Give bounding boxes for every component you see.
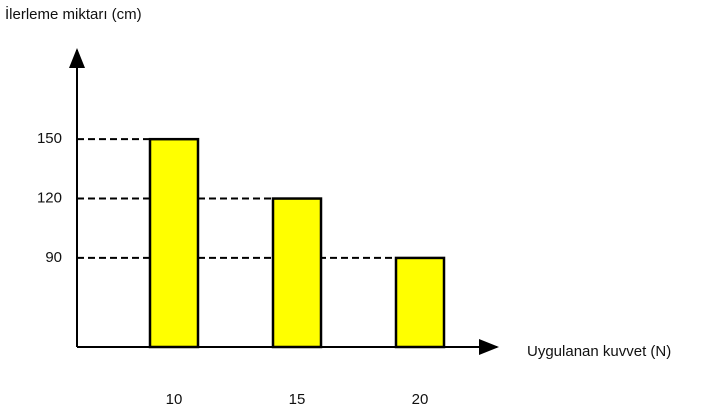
x-tick-label: 15 <box>289 391 306 408</box>
y-axis-title: İlerleme miktarı (cm) <box>5 5 142 23</box>
x-tick-label: 20 <box>412 391 429 408</box>
bar <box>148 137 200 349</box>
bar <box>271 197 323 349</box>
y-tick-label: 150 <box>37 130 62 147</box>
x-axis-title: Uygulanan kuvvet (N) <box>527 343 671 360</box>
y-tick-label: 90 <box>45 249 62 266</box>
x-tick-label: 10 <box>166 391 183 408</box>
bar <box>394 256 446 349</box>
y-tick-label: 120 <box>37 190 62 207</box>
